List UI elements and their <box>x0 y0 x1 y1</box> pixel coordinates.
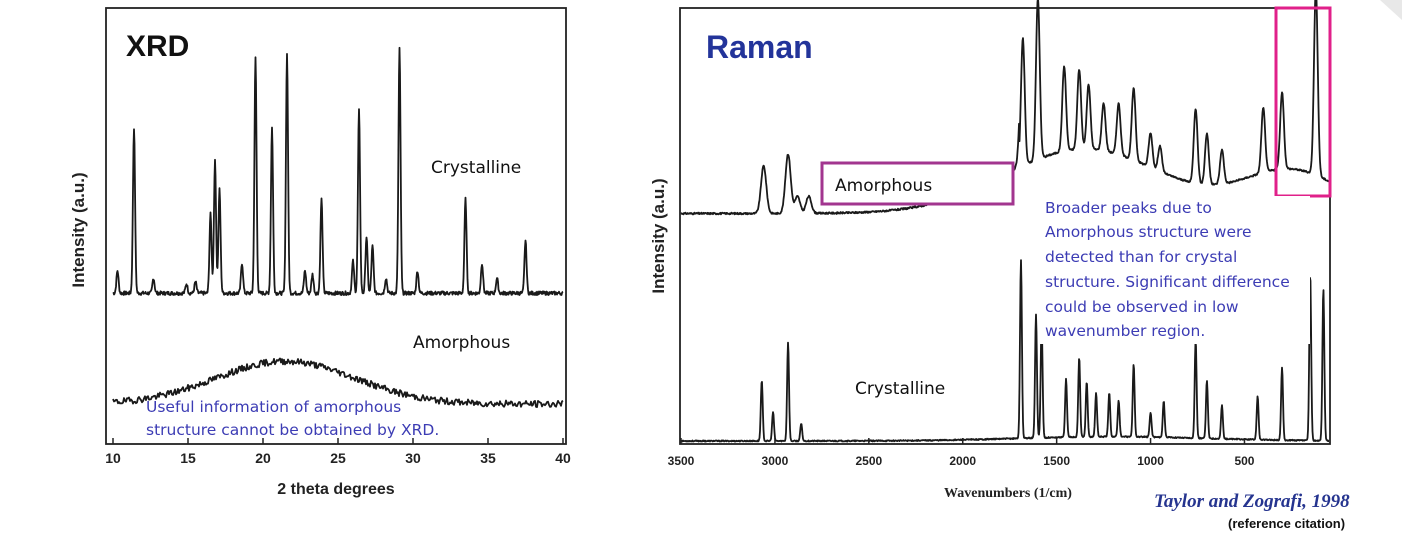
citation: Taylor and Zografi, 1998 <box>1154 491 1350 512</box>
raman-panel: Raman Amorphous Broader peaks due to Amo… <box>649 0 1332 501</box>
xrd-crystalline-trace <box>112 46 564 296</box>
xrd-note-line2: structure cannot be obtained by XRD. <box>146 421 439 439</box>
raman-y-axis-label: Intensity (a.u.) <box>649 178 668 293</box>
xrd-tick-label: 35 <box>480 450 496 466</box>
raman-tick-label: 500 <box>1234 454 1254 468</box>
xrd-amorphous-trace <box>112 357 564 408</box>
slide-corner-decoration <box>1380 0 1402 20</box>
xrd-panel: XRD Crystalline Amorphous Useful informa… <box>69 7 571 498</box>
raman-note-line6: wavenumber region. <box>1045 322 1205 340</box>
xrd-tick-label: 30 <box>405 450 421 466</box>
citation-subtext: (reference citation) <box>1228 516 1345 531</box>
raman-tick-label: 1000 <box>1137 454 1164 468</box>
xrd-x-axis-label: 2 theta degrees <box>277 481 394 498</box>
raman-crystalline-label: Crystalline <box>855 379 945 399</box>
raman-note-line5: could be observed in low <box>1045 298 1239 316</box>
raman-tick-label: 1500 <box>1043 454 1070 468</box>
raman-note-line3: detected than for crystal <box>1045 248 1237 266</box>
xrd-tick-label: 15 <box>180 450 196 466</box>
xrd-crystalline-label: Crystalline <box>431 158 521 178</box>
xrd-title: XRD <box>126 30 189 63</box>
xrd-frame <box>105 7 567 445</box>
raman-tick-label: 3000 <box>762 454 789 468</box>
xrd-amorphous-label: Amorphous <box>413 333 510 353</box>
raman-note-line2: Amorphous structure were <box>1045 223 1252 241</box>
raman-amorphous-label: Amorphous <box>835 176 932 196</box>
raman-x-axis-label: Wavenumbers (1/cm) <box>944 486 1072 501</box>
raman-tick-label: 3500 <box>668 454 695 468</box>
amorphous-label-box <box>820 161 1015 206</box>
raman-title: Raman <box>706 29 813 65</box>
raman-tick-label: 2500 <box>855 454 882 468</box>
raman-x-ticks: 3500 3000 2500 2000 1500 1000 500 <box>668 438 1255 468</box>
raman-note-line1: Broader peaks due to <box>1045 199 1212 217</box>
xrd-tick-label: 25 <box>330 450 346 466</box>
raman-crystalline-trace <box>680 259 1330 443</box>
xrd-note-line1: Useful information of amorphous <box>146 398 401 416</box>
xrd-tick-label: 20 <box>255 450 271 466</box>
xrd-x-ticks: 10 15 20 25 30 35 40 <box>105 438 571 466</box>
xrd-tick-label: 40 <box>555 450 571 466</box>
xrd-y-axis-label: Intensity (a.u.) <box>69 172 88 287</box>
xrd-tick-label: 10 <box>105 450 121 466</box>
raman-tick-label: 2000 <box>949 454 976 468</box>
raman-note: Broader peaks due to Amorphous structure… <box>1040 196 1310 344</box>
raman-note-line4: structure. Significant difference <box>1045 273 1290 291</box>
